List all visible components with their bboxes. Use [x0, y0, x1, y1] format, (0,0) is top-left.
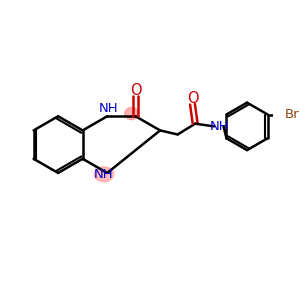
Ellipse shape	[94, 167, 114, 182]
Text: Br: Br	[285, 108, 300, 121]
Text: NH: NH	[94, 168, 114, 181]
Text: NH: NH	[210, 120, 230, 133]
Text: NH: NH	[99, 102, 118, 115]
Ellipse shape	[125, 107, 138, 120]
Text: O: O	[130, 82, 141, 98]
Text: O: O	[187, 91, 198, 106]
